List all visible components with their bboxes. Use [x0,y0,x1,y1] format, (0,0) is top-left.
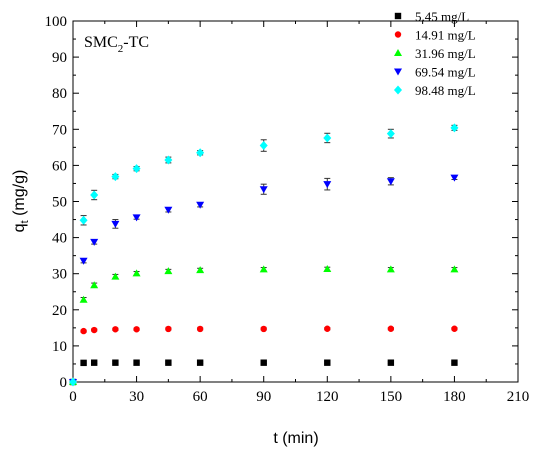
y-tick-label: 10 [52,339,67,355]
data-point [164,155,173,165]
data-point [386,265,395,273]
data-point [90,326,98,334]
y-tick-label: 30 [52,267,67,283]
x-tick-label: 120 [316,389,339,405]
legend-label: 14.91 mg/L [415,28,476,43]
x-tick-label: 0 [69,389,77,405]
data-point [90,238,99,246]
x-axis-label: t (min) [273,430,318,447]
data-point [165,325,172,333]
data-point [80,327,87,335]
data-point [164,206,173,214]
data-point [196,148,205,158]
data-point [90,359,98,366]
legend-label: 5.45 mg/L [415,9,469,24]
data-point [79,295,88,303]
y-axis-label: qt (mg/g) [11,170,31,233]
legend-marker [394,12,402,20]
data-point [451,325,458,332]
data-point [260,325,267,333]
x-tick-label: 30 [129,389,144,405]
data-point [259,265,268,273]
y-tick-label: 90 [52,50,67,66]
data-point [259,141,268,151]
data-point [450,123,459,133]
data-point [450,174,459,182]
legend-marker [394,31,402,38]
data-point [133,359,140,366]
x-tick-label: 60 [193,389,208,405]
y-tick-label: 70 [52,122,67,138]
data-point [323,133,332,143]
data-point [324,359,331,366]
x-tick-label: 180 [443,389,466,405]
data-point [79,257,88,265]
data-point [450,265,459,273]
x-tick-label: 150 [380,389,403,405]
legend-marker [394,85,402,95]
data-point [196,266,205,274]
legend-label: 98.48 mg/L [415,83,476,98]
x-tick-label: 210 [507,389,530,405]
series-2 [69,325,458,386]
data-point [112,359,119,366]
data-point [111,172,120,182]
data-point [132,214,141,222]
data-point [90,281,99,289]
y-tick-label: 40 [52,231,67,247]
data-point [386,178,395,186]
data-point [387,325,395,332]
y-tick-label: 80 [52,86,67,102]
legend-label: 31.96 mg/L [415,46,476,61]
axis-ticks: 0 30 60 90 120 150 180 210 0 10 20 30 40 50 60 70 80 90 10… [45,14,530,405]
data-point [451,359,458,366]
x-tick-label: 90 [256,389,271,405]
data-point [132,269,141,277]
legend-marker [394,68,402,76]
data-marks [69,123,459,387]
y-tick-label: 60 [52,158,67,174]
y-tick-label: 50 [52,195,67,211]
chart-annotation: SMC2-TC [84,34,149,55]
legend-label: 69.54 mg/L [415,65,476,80]
data-point [196,325,204,333]
y-tick-label: 100 [45,14,68,30]
series-5 [69,123,459,387]
data-point [79,215,88,225]
series-4 [69,174,459,386]
legend-marker [394,49,402,56]
data-point [112,326,119,333]
data-point [323,265,332,273]
data-point [323,181,332,189]
data-point [69,377,77,387]
data-point [165,359,172,366]
y-tick-label: 0 [60,375,68,391]
data-point [386,129,395,139]
data-point [196,201,205,209]
data-point [111,272,120,280]
data-point [133,326,140,333]
data-point [387,359,395,366]
data-point [324,325,331,332]
series-1 [69,359,458,386]
data-point [132,164,141,174]
data-point [259,186,268,194]
data-point [111,220,120,228]
data-point [80,359,87,367]
data-point [164,267,173,275]
legend: 5.45 mg/L 14.91 mg/L 31.96 mg/L 69.54 mg/L 9… [394,9,476,98]
data-point [196,359,204,366]
data-point [260,359,267,366]
data-point [90,190,99,200]
y-tick-label: 20 [52,303,67,319]
